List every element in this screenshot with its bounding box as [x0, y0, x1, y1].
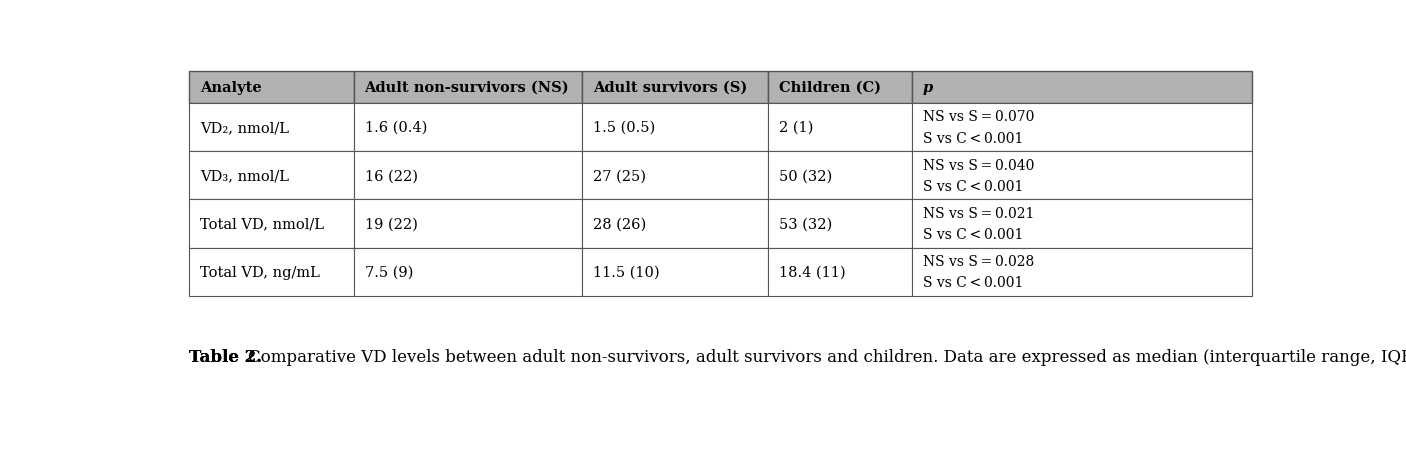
Bar [188, 200, 354, 248]
Bar [354, 248, 582, 296]
Bar [582, 152, 769, 200]
Bar [582, 72, 769, 104]
Text: NS vs S = 0.021: NS vs S = 0.021 [922, 206, 1035, 220]
Bar [188, 72, 354, 104]
Text: Total VD, nmol/L: Total VD, nmol/L [200, 217, 323, 231]
Bar [582, 200, 769, 248]
Text: NS vs S = 0.070: NS vs S = 0.070 [922, 110, 1035, 124]
Bar [912, 200, 1253, 248]
Text: 1.5 (0.5): 1.5 (0.5) [593, 121, 655, 135]
Text: Table 2.: Table 2. [188, 348, 262, 365]
Bar [354, 200, 582, 248]
Text: Adult survivors (S): Adult survivors (S) [593, 81, 748, 94]
Text: Table 2.: Table 2. [188, 348, 262, 365]
Text: S vs C < 0.001: S vs C < 0.001 [922, 228, 1024, 242]
Bar [188, 104, 354, 152]
Bar [769, 200, 912, 248]
Bar [582, 248, 769, 296]
Bar [912, 152, 1253, 200]
Text: 18.4 (11): 18.4 (11) [779, 265, 846, 279]
Text: Analyte: Analyte [200, 81, 262, 94]
Bar [912, 72, 1253, 104]
Bar [912, 104, 1253, 152]
Bar [769, 248, 912, 296]
Text: VD₃, nmol/L: VD₃, nmol/L [200, 169, 288, 183]
Bar [912, 248, 1253, 296]
Bar [188, 248, 354, 296]
Text: p: p [922, 81, 934, 94]
Text: 16 (22): 16 (22) [364, 169, 418, 183]
Text: 28 (26): 28 (26) [593, 217, 647, 231]
Text: Children (C): Children (C) [779, 81, 882, 94]
Text: Total VD, ng/mL: Total VD, ng/mL [200, 265, 319, 279]
Bar [354, 152, 582, 200]
Text: 11.5 (10): 11.5 (10) [593, 265, 659, 279]
Text: S vs C < 0.001: S vs C < 0.001 [922, 276, 1024, 290]
Bar [188, 152, 354, 200]
Bar [769, 152, 912, 200]
Text: 50 (32): 50 (32) [779, 169, 832, 183]
Bar [769, 72, 912, 104]
Text: Adult non-survivors (NS): Adult non-survivors (NS) [364, 81, 569, 94]
Text: Comparative VD levels between adult non-survivors, adult survivors and children.: Comparative VD levels between adult non-… [247, 348, 1406, 365]
Text: S vs C < 0.001: S vs C < 0.001 [922, 180, 1024, 194]
Bar [769, 104, 912, 152]
Bar [354, 72, 582, 104]
Text: NS vs S = 0.028: NS vs S = 0.028 [922, 255, 1035, 269]
Bar [354, 104, 582, 152]
Text: 27 (25): 27 (25) [593, 169, 647, 183]
Text: 53 (32): 53 (32) [779, 217, 832, 231]
Text: 7.5 (9): 7.5 (9) [364, 265, 413, 279]
Bar [582, 104, 769, 152]
Text: NS vs S = 0.040: NS vs S = 0.040 [922, 158, 1035, 172]
Text: S vs C < 0.001: S vs C < 0.001 [922, 131, 1024, 145]
Text: 1.6 (0.4): 1.6 (0.4) [364, 121, 427, 135]
Text: 19 (22): 19 (22) [364, 217, 418, 231]
Text: 2 (1): 2 (1) [779, 121, 814, 135]
Text: VD₂, nmol/L: VD₂, nmol/L [200, 121, 288, 135]
